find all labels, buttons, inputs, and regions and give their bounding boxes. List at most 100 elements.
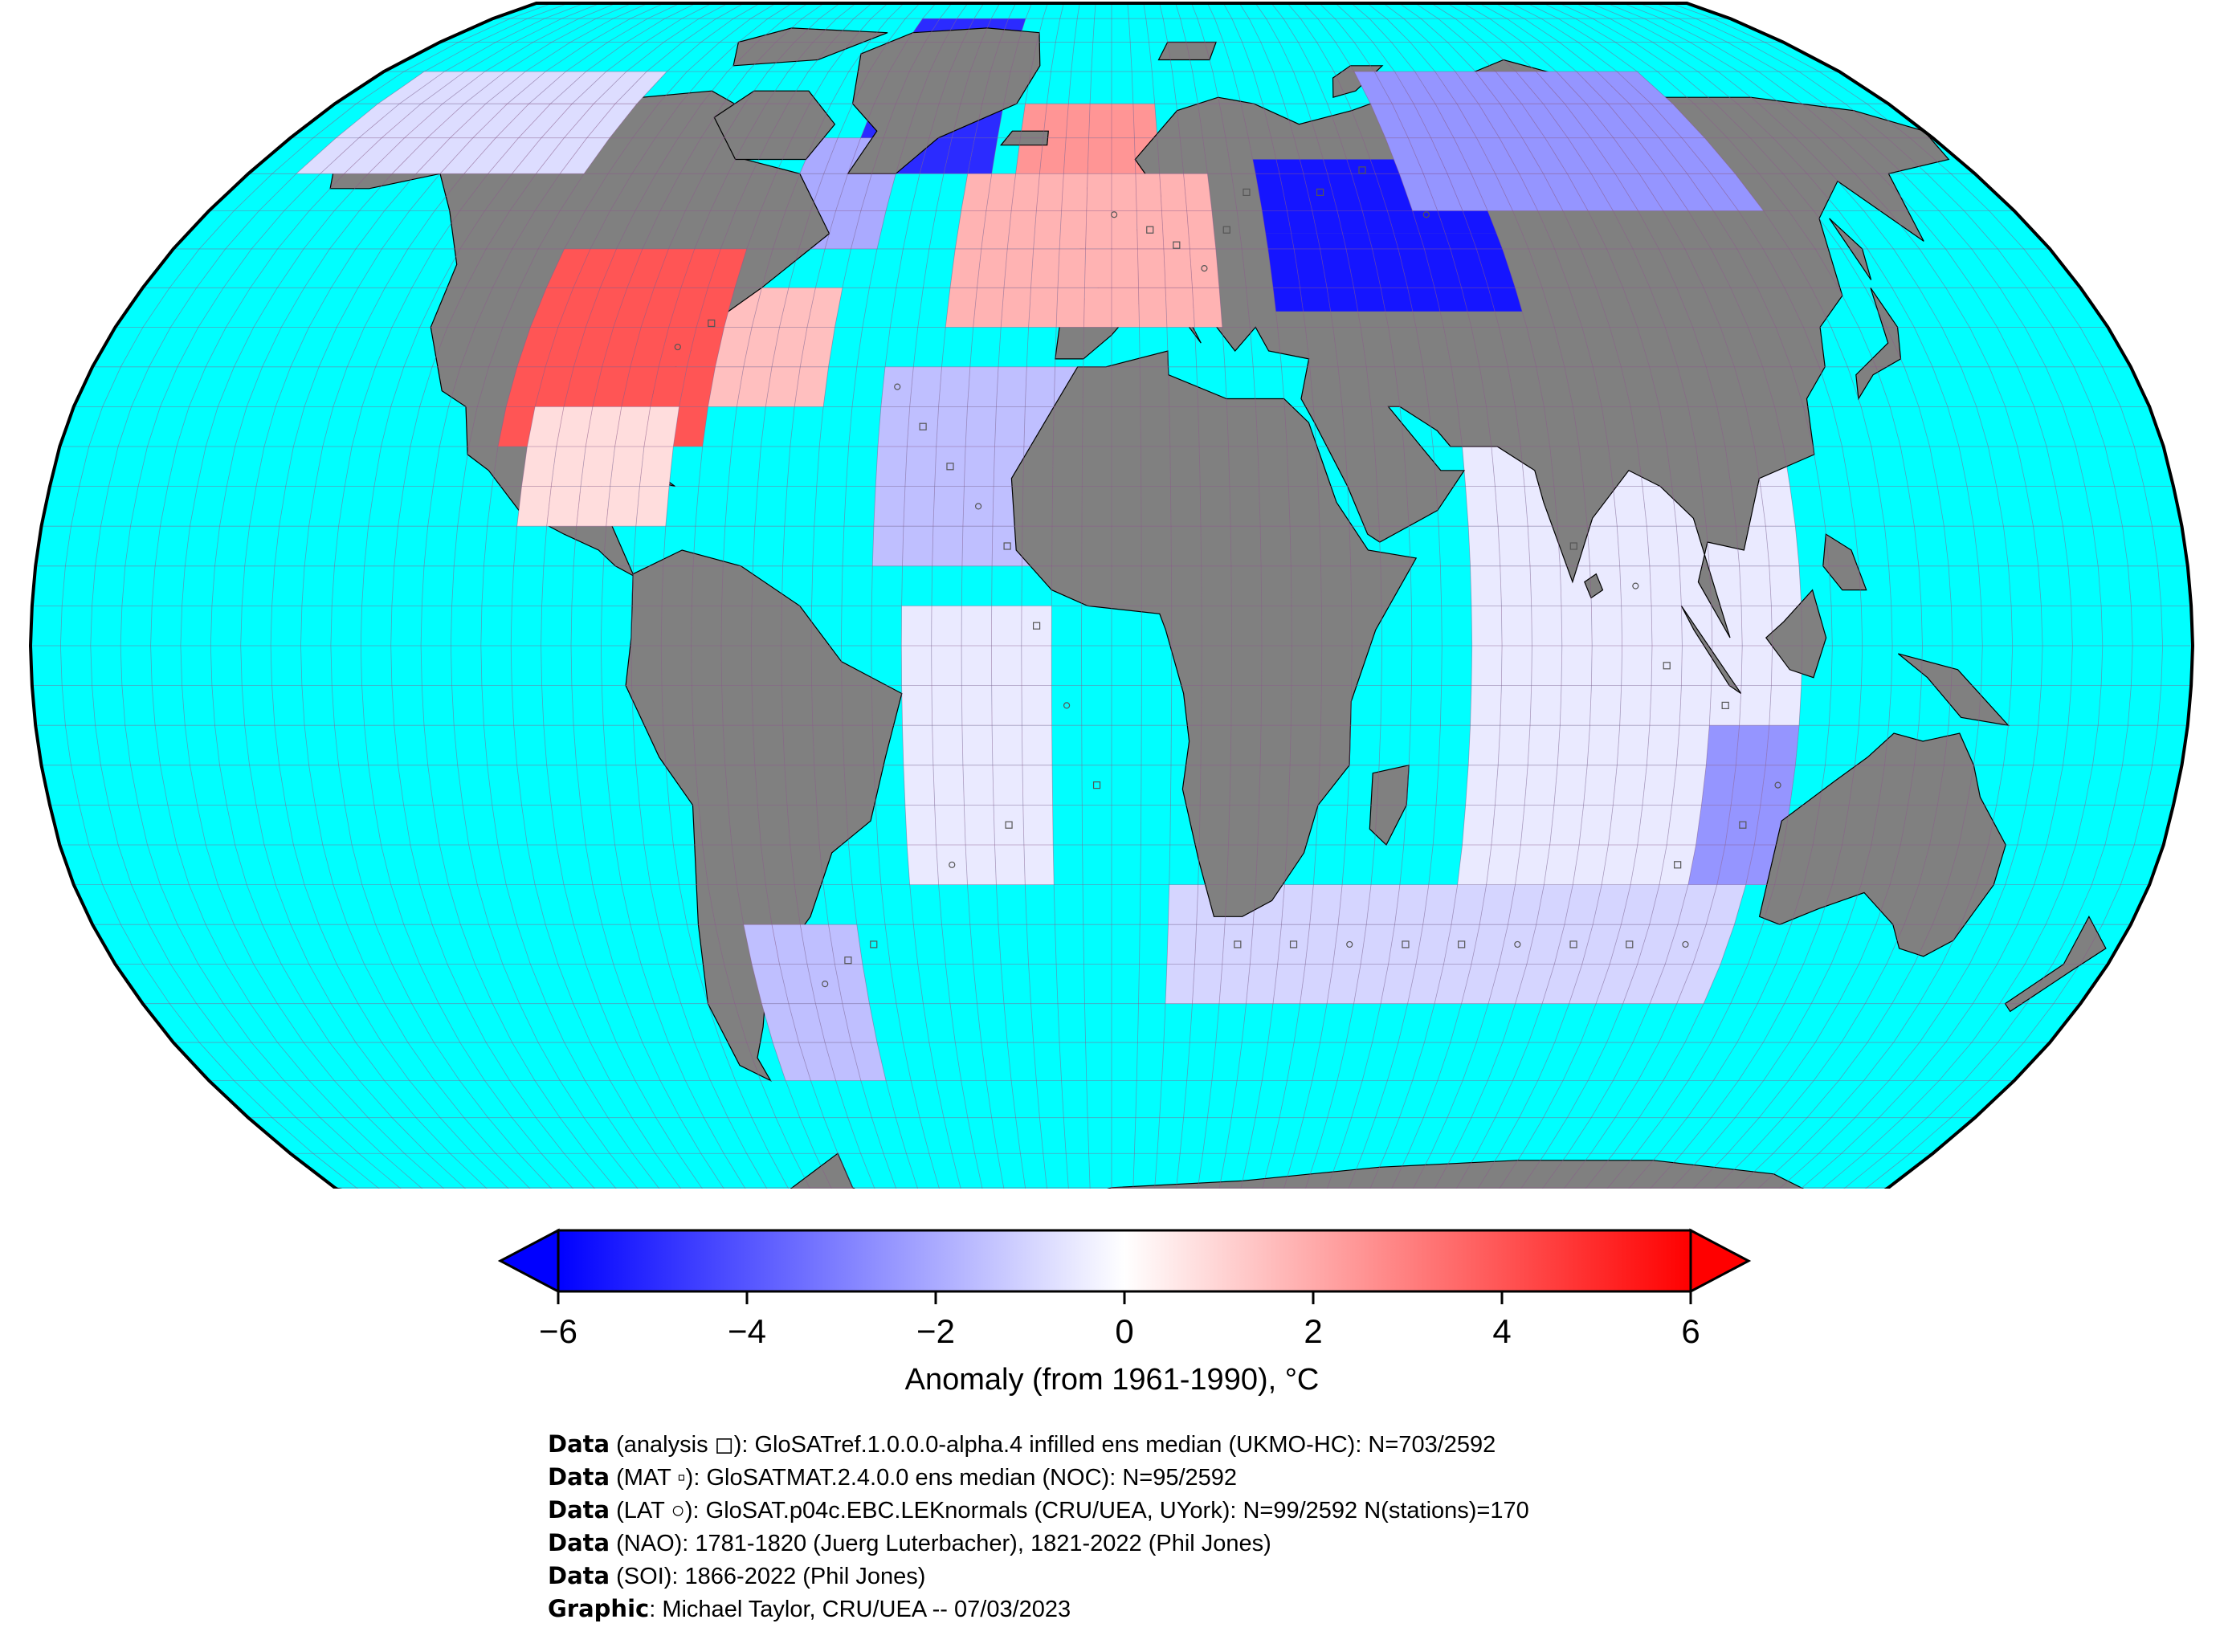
station-marker	[1146, 226, 1154, 234]
anomaly-cell-south-atlantic	[1022, 725, 1052, 765]
credit-soi: Data (SOI): 1866-2022 (Phil Jones)	[548, 1562, 926, 1589]
anomaly-cell-indian-ocean	[1561, 606, 1593, 646]
anomaly-cell-russia-cold	[1370, 159, 1408, 196]
anomaly-cell-europe-warm	[955, 210, 986, 249]
colorbar-tick-label: 4	[1492, 1312, 1511, 1350]
colorbar-tick-label: −4	[728, 1312, 766, 1350]
anomaly-cell-north-atlantic-subtropics	[961, 526, 993, 566]
anomaly-cell-indian-ocean	[1739, 565, 1772, 606]
anomaly-cell-siberia-cold	[1454, 137, 1496, 174]
anomaly-cell-north-america-east-coast	[708, 366, 744, 407]
anomaly-cell-us-south	[576, 486, 610, 527]
anomaly-cell-north-atlantic-subtropics	[875, 447, 908, 487]
anomaly-cell-australia-west-ocean	[1736, 725, 1769, 765]
anomaly-cell-southern-ocean	[1273, 964, 1306, 1004]
anomaly-cell-south-atlantic	[962, 765, 994, 806]
anomaly-cell-siberia-cold	[1414, 71, 1457, 104]
anomaly-cell-indian-ocean	[1589, 685, 1622, 726]
anomaly-cell-europe-warm	[1112, 288, 1140, 328]
anomaly-cell-russia-cold	[1342, 233, 1377, 272]
anomaly-cell-southern-ocean	[1168, 884, 1198, 925]
anomaly-cell-southern-ocean	[1407, 964, 1444, 1004]
anomaly-cell-south-atlantic	[901, 685, 932, 726]
anomaly-cell-south-atlantic	[1023, 845, 1055, 885]
anomaly-cell-siberia-cold	[1399, 173, 1438, 211]
anomaly-cell-siberia-cold	[1354, 71, 1393, 104]
colorbar-ticks: −6 −4 −2 0 2 4 6	[539, 1291, 1700, 1350]
anomaly-cell-indian-ocean	[1659, 845, 1696, 885]
anomaly-cell-southern-ocean	[1581, 924, 1622, 965]
anomaly-cell-siberia-cold	[1471, 173, 1513, 211]
anomaly-cell-indian-ocean	[1613, 486, 1647, 527]
anomaly-cell-iceland-norway-warm	[1015, 137, 1043, 174]
anomaly-cell-patagonia	[835, 964, 870, 1004]
anomaly-cell-indian-ocean	[1549, 805, 1584, 845]
anomaly-cell-canada-arctic-west	[440, 137, 496, 174]
station-marker	[1674, 861, 1682, 869]
anomaly-cell-siberia-cold	[1456, 104, 1500, 138]
station-marker	[974, 503, 982, 510]
anomaly-cell-north-atlantic-subtropics	[964, 447, 995, 487]
anomaly-cell-patagonia	[815, 1003, 851, 1043]
anomaly-cell-north-america-warm	[602, 327, 642, 367]
land-borneo	[1765, 589, 1827, 679]
anomaly-cell-us-south	[581, 447, 615, 487]
anomaly-cell-southern-ocean	[1353, 964, 1389, 1004]
anomaly-cell-siberia-cold	[1499, 137, 1544, 174]
anomaly-cell-australia-west-ocean	[1716, 845, 1755, 885]
anomaly-cell-europe-warm	[1159, 173, 1187, 211]
anomaly-cell-north-atlantic-subtropics	[909, 366, 942, 407]
anomaly-cell-siberia-cold	[1475, 71, 1522, 104]
anomaly-cell-indian-ocean	[1501, 646, 1532, 686]
anomaly-cell-south-atlantic	[1021, 606, 1052, 646]
anomaly-cell-north-atlantic-subtropics	[873, 486, 905, 527]
anomaly-cell-greenland-cold	[944, 137, 975, 174]
anomaly-cell-russia-cold	[1394, 233, 1430, 272]
anomaly-cell-indian-ocean	[1642, 765, 1677, 806]
anomaly-cell-indian-ocean	[1544, 845, 1580, 885]
anomaly-cell-southern-ocean	[1277, 924, 1310, 965]
anomaly-cell-southern-ocean	[1250, 924, 1282, 965]
anomaly-cell-indian-ocean	[1769, 685, 1802, 726]
anomaly-cell-north-america-warm	[506, 366, 546, 407]
anomaly-cell-indian-ocean	[1681, 646, 1712, 686]
anomaly-cell-south-atlantic	[904, 805, 937, 845]
station-marker	[1092, 781, 1101, 789]
anomaly-cell-russia-cold	[1357, 196, 1394, 234]
anomaly-cell-siberia-cold	[1521, 104, 1569, 138]
anomaly-cell-north-atlantic-subtropics	[932, 486, 965, 527]
anomaly-cell-canada-arctic-west	[528, 71, 586, 104]
anomaly-cell-canada-arctic-west	[518, 104, 573, 138]
globe-outline	[28, 2, 2195, 1189]
anomaly-cell-siberia-cold	[1374, 71, 1414, 104]
anomaly-cell-europe-warm	[985, 173, 1016, 211]
anomaly-cell-southern-ocean	[1508, 884, 1545, 925]
anomaly-cell-siberia-cold	[1711, 173, 1764, 211]
anomaly-cell-indian-ocean	[1515, 845, 1550, 885]
anomaly-cell-siberia-cold	[1536, 71, 1587, 104]
anomaly-cell-southern-ocean	[1499, 924, 1536, 965]
anomaly-cell-australia-west-ocean	[1706, 725, 1740, 765]
anomaly-cell-southern-ocean	[1381, 964, 1416, 1004]
credit-graphic: Graphic: Michael Taylor, CRU/UEA -- 07/0…	[548, 1595, 1071, 1622]
anomaly-cell-russia-cold	[1419, 233, 1458, 272]
anomaly-cell-patagonia	[761, 1003, 799, 1043]
anomaly-cell-russia-cold	[1445, 233, 1484, 272]
anomaly-cell-labrador-sea	[851, 210, 886, 249]
anomaly-cell-indian-ocean	[1471, 606, 1503, 646]
anomaly-cell-russia-cold	[1275, 159, 1309, 196]
anomaly-cell-us-south	[610, 447, 644, 487]
anomaly-cell-north-america-warm	[687, 327, 724, 367]
station-marker	[822, 981, 829, 988]
anomaly-cell-southern-ocean	[1416, 924, 1451, 965]
anomaly-cell-russia-cold	[1259, 196, 1292, 234]
anomaly-cell-siberia-cold	[1434, 71, 1479, 104]
station-marker	[708, 319, 716, 328]
anomaly-cell-south-atlantic	[1022, 765, 1053, 806]
anomaly-cell-indian-ocean	[1613, 765, 1647, 806]
anomaly-cell-indian-ocean	[1528, 526, 1561, 566]
anomaly-cell-russia-cold	[1377, 272, 1413, 312]
anomaly-cell-indian-ocean	[1579, 805, 1614, 845]
anomaly-cell-siberia-cold	[1423, 173, 1463, 211]
anomaly-cell-north-america-east-coast	[752, 288, 789, 328]
